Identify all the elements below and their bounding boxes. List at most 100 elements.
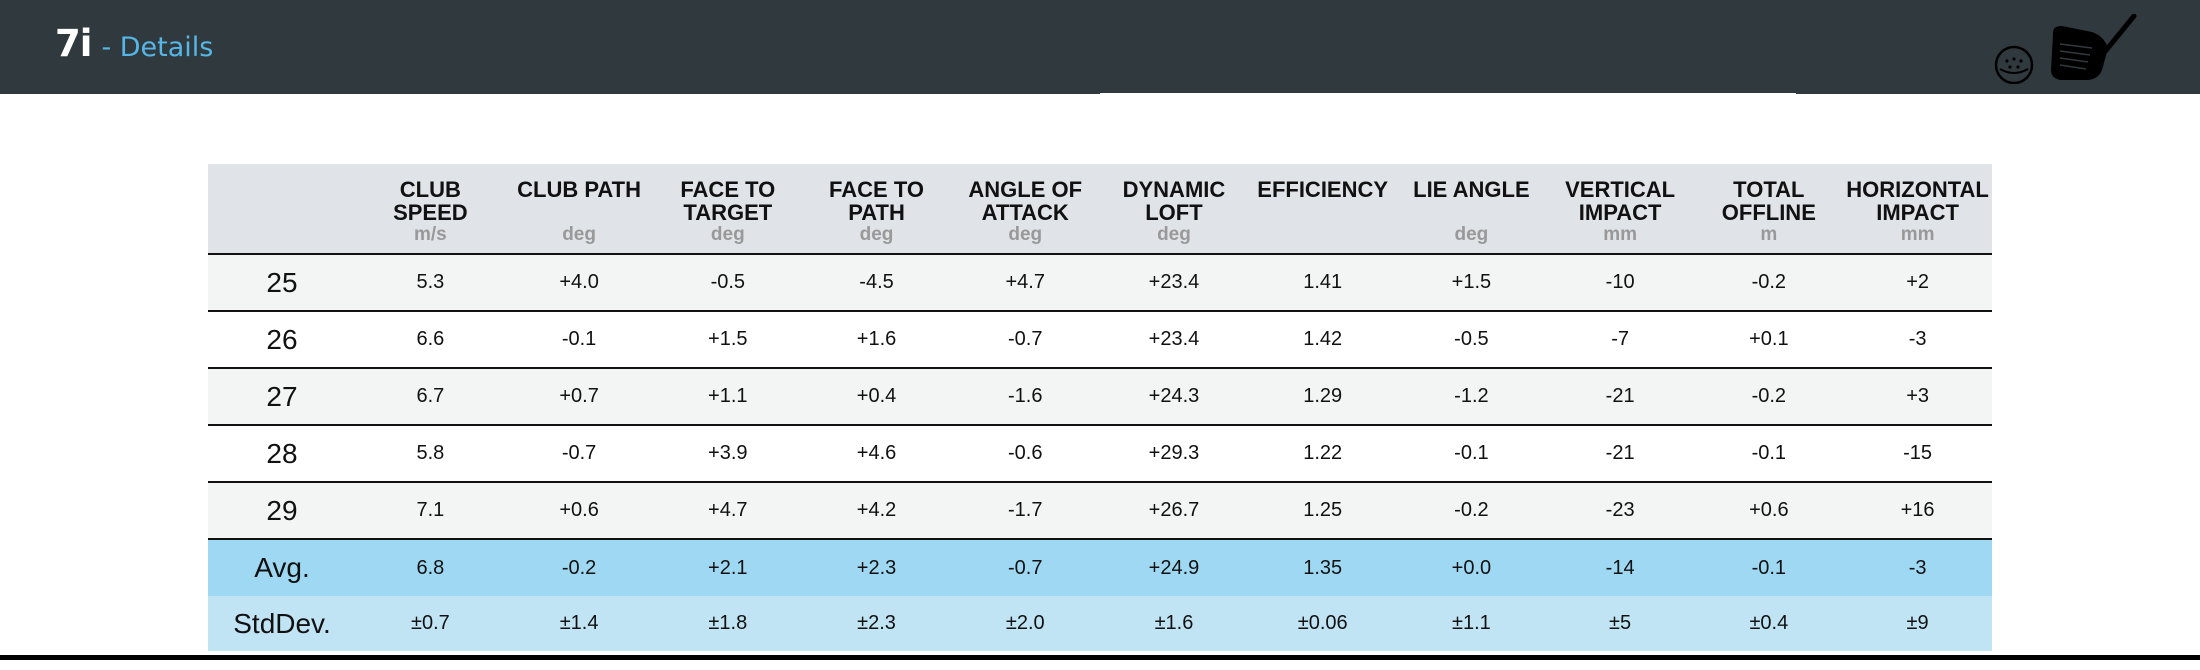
column-unit: deg bbox=[1454, 224, 1489, 245]
table-cell: -14 bbox=[1545, 539, 1695, 596]
table-cell: -4.5 bbox=[802, 254, 951, 312]
row-label: 28 bbox=[208, 425, 356, 483]
row-label: 27 bbox=[208, 368, 356, 426]
column-name: LIE ANGLE bbox=[1413, 177, 1530, 202]
table-cell: +0.6 bbox=[1694, 482, 1844, 540]
page-title: 7i - Details bbox=[55, 22, 213, 65]
table-cell: 1.35 bbox=[1248, 539, 1398, 596]
table-cell: -3 bbox=[1843, 311, 1992, 369]
table-cell: -1.2 bbox=[1397, 368, 1546, 426]
row-label-header bbox=[208, 164, 356, 255]
column-unit: deg bbox=[859, 224, 894, 245]
column-name: FACE TO TARGET bbox=[680, 177, 776, 225]
table-cell: ±5 bbox=[1545, 596, 1695, 651]
table-cell: 1.25 bbox=[1248, 482, 1398, 540]
column-unit: deg bbox=[1157, 224, 1191, 245]
header-bar: 7i - Details bbox=[0, 0, 2200, 94]
table-cell: +26.7 bbox=[1099, 482, 1249, 540]
table-cell: ±1.1 bbox=[1397, 596, 1546, 651]
column-name: DYNAMIC LOFT bbox=[1122, 177, 1226, 225]
row-label: Avg. bbox=[208, 539, 356, 596]
column-unit: deg bbox=[562, 224, 596, 245]
column-header: DYNAMIC LOFT deg bbox=[1099, 164, 1249, 255]
row-label: StdDev. bbox=[208, 596, 356, 651]
table-cell: +0.4 bbox=[802, 368, 951, 426]
table-cell: +1.6 bbox=[802, 311, 951, 369]
column-header: VERTICAL IMPACT mm bbox=[1545, 164, 1695, 255]
table-body: 25 5.3 +4.0 -0.5 -4.5 +4.7 +23.4 1.41 +1.5 -10 -0.… bbox=[208, 254, 1992, 651]
table-cell: -0.2 bbox=[1397, 482, 1546, 540]
column-name: EFFICIENCY bbox=[1257, 177, 1389, 202]
table-row: 26 6.6 -0.1 +1.5 +1.6 -0.7 +23.4 1.42 -0.5 -7 +0.1… bbox=[208, 311, 1992, 369]
table-cell: +24.3 bbox=[1099, 368, 1249, 426]
table-row: 29 7.1 +0.6 +4.7 +4.2 -1.7 +26.7 1.25 -0.2 -23 +0.… bbox=[208, 482, 1992, 540]
table-cell: -0.7 bbox=[950, 311, 1100, 369]
table-cell: -0.5 bbox=[1397, 311, 1546, 369]
details-label: - Details bbox=[101, 32, 214, 63]
column-header: FACE TO PATH deg bbox=[802, 164, 951, 255]
table-cell: +3.9 bbox=[653, 425, 803, 483]
table-cell: ±9 bbox=[1843, 596, 1992, 651]
table-cell: +29.3 bbox=[1099, 425, 1249, 483]
column-header: CLUB PATH deg bbox=[504, 164, 654, 255]
header-underline bbox=[1100, 93, 1796, 95]
column-name: FACE TO PATH bbox=[829, 177, 924, 225]
table-cell: -0.5 bbox=[653, 254, 803, 312]
average-row: Avg. 6.8 -0.2 +2.1 +2.3 -0.7 +24.9 1.35 +0.0 -14-… bbox=[208, 539, 1992, 596]
table-cell: -1.7 bbox=[950, 482, 1100, 540]
column-name: VERTICAL IMPACT bbox=[1565, 177, 1676, 225]
table-cell: +2.1 bbox=[653, 539, 803, 596]
golf-ball-icon bbox=[1994, 45, 2034, 84]
table-cell: +0.1 bbox=[1694, 311, 1844, 369]
table-row: 28 5.8 -0.7 +3.9 +4.6 -0.6 +29.3 1.22 -0.1 -21 -0.… bbox=[208, 425, 1992, 483]
table-cell: -15 bbox=[1843, 425, 1992, 483]
table-cell: ±0.06 bbox=[1248, 596, 1398, 651]
table-cell: -0.2 bbox=[1694, 254, 1844, 312]
table-cell: 6.6 bbox=[356, 311, 505, 369]
table-cell: -0.6 bbox=[950, 425, 1100, 483]
table-cell: +2 bbox=[1843, 254, 1992, 312]
table-cell: ±1.8 bbox=[653, 596, 803, 651]
table-header-row: CLUB SPEED m/s CLUB PATH deg FACE TO TARGET d… bbox=[208, 164, 1992, 255]
row-label: 25 bbox=[208, 254, 356, 312]
column-header: TOTAL OFFLINE m bbox=[1694, 164, 1844, 255]
row-label: 26 bbox=[208, 311, 356, 369]
bottom-divider bbox=[0, 655, 2200, 660]
table-cell: -0.1 bbox=[1397, 425, 1546, 483]
table-cell: +4.6 bbox=[802, 425, 951, 483]
table-cell: +1.1 bbox=[653, 368, 803, 426]
column-unit: deg bbox=[1008, 224, 1043, 245]
column-header: EFFICIENCY bbox=[1248, 164, 1398, 255]
column-name: CLUB SPEED bbox=[393, 177, 468, 225]
table-cell: 6.7 bbox=[356, 368, 505, 426]
table-cell: -10 bbox=[1545, 254, 1695, 312]
column-header: FACE TO TARGET deg bbox=[653, 164, 803, 255]
table-cell: +1.5 bbox=[653, 311, 803, 369]
column-name: TOTAL OFFLINE bbox=[1721, 177, 1816, 225]
column-header: CLUB SPEED m/s bbox=[356, 164, 505, 255]
column-unit: mm bbox=[1603, 224, 1637, 245]
table-cell: +23.4 bbox=[1099, 254, 1249, 312]
table-cell: -7 bbox=[1545, 311, 1695, 369]
table-cell: 1.42 bbox=[1248, 311, 1398, 369]
table-cell: 6.8 bbox=[356, 539, 505, 596]
table-cell: -21 bbox=[1545, 368, 1695, 426]
table-cell: -0.1 bbox=[1694, 425, 1844, 483]
column-header: ANGLE OF ATTACK deg bbox=[950, 164, 1100, 255]
table-cell: -1.6 bbox=[950, 368, 1100, 426]
table-cell: 1.29 bbox=[1248, 368, 1398, 426]
table-cell: ±2.0 bbox=[950, 596, 1100, 651]
table-cell: -23 bbox=[1545, 482, 1695, 540]
table-cell: -3 bbox=[1843, 539, 1992, 596]
club-label: 7i bbox=[55, 22, 92, 65]
table-cell: -0.1 bbox=[1694, 539, 1844, 596]
table-cell: +4.7 bbox=[950, 254, 1100, 312]
table-cell: ±2.3 bbox=[802, 596, 951, 651]
column-name: ANGLE OF ATTACK bbox=[968, 177, 1083, 225]
table-cell: ±0.4 bbox=[1694, 596, 1844, 651]
table-cell: +0.7 bbox=[504, 368, 654, 426]
table-cell: -0.7 bbox=[950, 539, 1100, 596]
table-cell: 7.1 bbox=[356, 482, 505, 540]
table-cell: -21 bbox=[1545, 425, 1695, 483]
table-cell: 1.41 bbox=[1248, 254, 1398, 312]
